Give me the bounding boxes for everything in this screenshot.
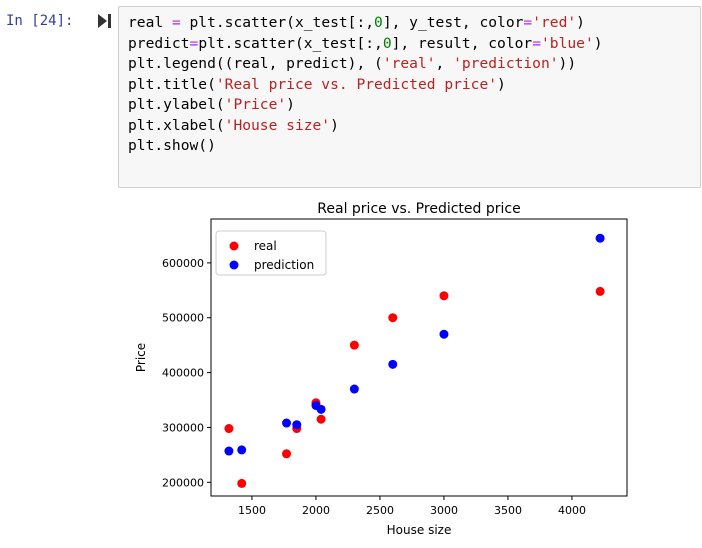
code-line: plt.show() <box>128 136 700 157</box>
data-point-prediction <box>595 233 605 243</box>
x-tick-label: 3000 <box>430 504 458 517</box>
code-token: 'House size' <box>224 116 331 134</box>
chart-output: Real price vs. Predicted price 1500 2000 25… <box>0 196 702 544</box>
code-token: 'prediction' <box>453 55 559 72</box>
code-token: plt.ylabel( <box>128 96 225 113</box>
legend-box <box>215 230 327 276</box>
data-point-prediction <box>349 384 359 394</box>
code-token: 'real' <box>382 55 436 72</box>
legend-marker-prediction <box>229 260 239 270</box>
chart-title: Real price vs. Predicted price <box>317 201 520 217</box>
data-point-prediction <box>224 446 234 456</box>
code-editor[interactable]: real = plt.scatter(x_test[:,0], y_test, … <box>119 7 700 157</box>
cell-prompt: In [24]: <box>6 13 74 29</box>
scatter-chart: Real price vs. Predicted price 1500 2000 25… <box>134 201 628 537</box>
code-token: ) <box>576 14 585 31</box>
data-point-real <box>349 340 359 350</box>
code-token: predict <box>128 34 190 52</box>
code-line: plt.legend((real, predict), ('real', 'pr… <box>128 54 700 75</box>
code-line: real = plt.scatter(x_test[:,0], y_test, … <box>128 13 700 34</box>
code-line: predict=plt.scatter(x_test[:,0], result,… <box>128 34 700 55</box>
data-point-real <box>595 286 605 296</box>
data-point-real <box>316 414 326 424</box>
y-tick-label: 600000 <box>162 257 204 270</box>
data-point-real <box>439 291 449 301</box>
data-point-prediction <box>439 329 449 339</box>
data-point-prediction <box>388 359 398 369</box>
data-point-real <box>388 313 398 323</box>
x-tick-label: 4000 <box>558 504 586 517</box>
code-token: plt.scatter(x_test[:, <box>180 14 375 31</box>
x-tick-label: 2000 <box>302 504 330 517</box>
code-token: 'blue' <box>541 34 594 52</box>
code-cell-input[interactable]: real = plt.scatter(x_test[:,0], y_test, … <box>118 6 701 188</box>
data-point-prediction <box>316 404 326 414</box>
y-axis-label: Price <box>134 343 148 372</box>
code-token: plt.title( <box>128 75 216 93</box>
code-token: 0 <box>374 14 383 31</box>
code-token: = <box>189 34 199 52</box>
code-token: 'Real price vs. Predicted price' <box>215 75 498 93</box>
data-point-real <box>224 424 234 434</box>
data-point-prediction <box>282 418 292 428</box>
legend-marker-real <box>229 241 239 251</box>
code-line: plt.xlabel('House size') <box>128 116 700 137</box>
y-tick-label: 400000 <box>162 367 204 380</box>
code-token: )) <box>558 55 577 72</box>
x-axis-label: House size <box>387 523 452 537</box>
code-token: ) <box>497 75 506 93</box>
x-tick-label: 3500 <box>494 504 522 517</box>
x-tick-label: 1500 <box>238 504 266 517</box>
legend-label-real: real <box>254 239 277 253</box>
code-line: plt.ylabel('Price') <box>128 95 700 116</box>
y-tick-label: 500000 <box>162 312 204 325</box>
code-line: plt.title('Real price vs. Predicted pric… <box>128 75 700 96</box>
data-point-prediction <box>237 445 247 455</box>
data-point-prediction <box>292 420 302 430</box>
code-token: plt.legend((real, predict), ( <box>128 55 383 72</box>
code-token: = <box>532 34 542 52</box>
data-point-real <box>282 449 292 459</box>
code-token: 0 <box>382 34 392 52</box>
y-tick-label: 300000 <box>162 421 204 434</box>
code-token: ) <box>286 96 295 113</box>
code-token: real <box>128 14 172 31</box>
code-token: plt.xlabel( <box>128 116 225 134</box>
code-token: 'red' <box>532 14 577 31</box>
x-tick-label: 2500 <box>366 504 394 517</box>
code-token: plt.show() <box>128 137 216 154</box>
data-point-real <box>237 478 247 488</box>
code-token: ], y_test, color <box>382 14 524 31</box>
code-token: 'Price' <box>224 96 287 113</box>
code-token: ], result, color <box>391 34 533 52</box>
y-tick-label: 200000 <box>162 476 204 489</box>
code-token: = <box>523 14 533 31</box>
code-token: plt.scatter(x_test[:, <box>198 34 383 52</box>
code-token: , <box>435 55 454 72</box>
code-token: ) <box>330 116 339 134</box>
legend-label-prediction: prediction <box>254 258 314 272</box>
code-token: ) <box>593 34 603 52</box>
run-cell-icon[interactable] <box>98 14 112 28</box>
code-token: = <box>171 14 181 31</box>
